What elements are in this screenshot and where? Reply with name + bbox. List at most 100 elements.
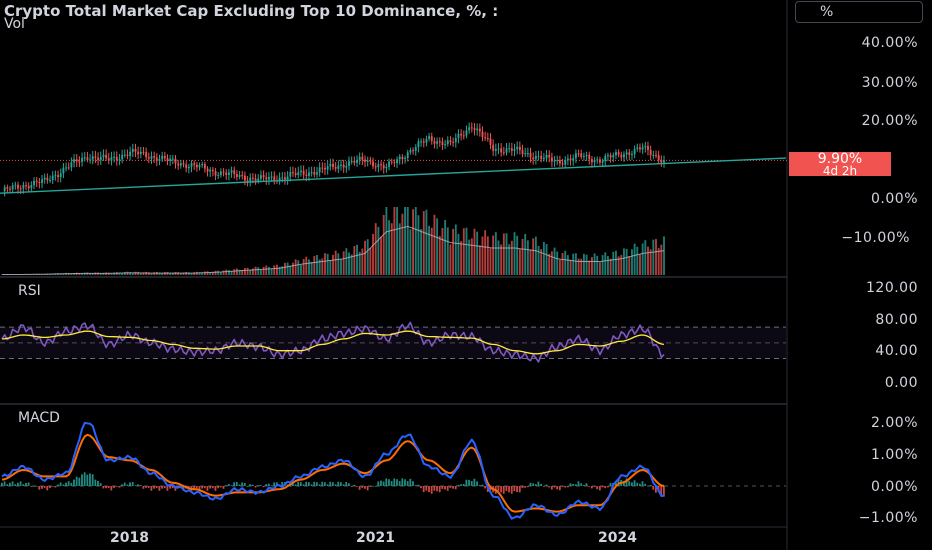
- volume-bar: [201, 272, 204, 275]
- volume-bar: [190, 273, 193, 275]
- candle: [78, 161, 81, 163]
- macd-histogram-bar: [230, 485, 233, 487]
- volume-bar: [294, 259, 297, 275]
- candle: [99, 157, 102, 160]
- macd-histogram-bar: [17, 482, 19, 486]
- candle: [14, 184, 17, 186]
- macd-histogram-bar: [214, 486, 217, 491]
- volume-bar: [356, 244, 358, 275]
- candle: [617, 152, 620, 155]
- volume-bar: [388, 220, 390, 275]
- candle: [249, 177, 252, 181]
- volume-bar: [644, 240, 647, 275]
- macd-histogram-bar: [580, 483, 583, 486]
- candle: [235, 174, 238, 177]
- volume-bar: [639, 254, 641, 275]
- volume-bar: [558, 259, 561, 275]
- macd-histogram-bar: [428, 486, 430, 493]
- trendline: [0, 157, 787, 194]
- volume-bar: [454, 224, 457, 275]
- rsi-pane-title: RSI: [18, 283, 41, 299]
- rsi-tick-label: 120.00: [866, 280, 918, 296]
- macd-histogram-bar: [422, 486, 425, 493]
- macd-histogram-bar: [70, 482, 73, 486]
- candle: [284, 177, 286, 180]
- y-tick-label: 0.00%: [871, 191, 918, 207]
- macd-histogram-bar: [163, 486, 166, 489]
- candle: [596, 159, 599, 161]
- macd-histogram-bar: [465, 479, 468, 486]
- volume-bar: [187, 272, 190, 275]
- volume-bar: [401, 213, 404, 275]
- candle: [267, 176, 270, 180]
- candle: [468, 127, 471, 131]
- volume-bar: [147, 272, 150, 275]
- candle: [374, 166, 377, 168]
- macd-histogram-bar: [414, 485, 417, 486]
- macd-histogram-bar: [201, 486, 204, 489]
- candle: [444, 144, 447, 146]
- candle: [169, 158, 172, 161]
- candle: [660, 160, 663, 163]
- candle: [230, 170, 233, 173]
- macd-histogram-bar: [393, 478, 396, 486]
- volume-bar: [409, 229, 412, 275]
- macd-histogram-bar: [521, 486, 524, 489]
- macd-histogram-bar: [281, 481, 284, 486]
- candle: [585, 154, 588, 157]
- volume-bar: [59, 273, 62, 275]
- macd-histogram-bar: [265, 484, 268, 486]
- candle: [558, 160, 561, 164]
- volume-bar: [334, 250, 337, 275]
- candle: [265, 177, 268, 180]
- candle: [566, 158, 569, 161]
- macd-histogram-bar: [246, 485, 249, 487]
- volume-bar: [233, 269, 236, 275]
- macd-histogram-bar: [590, 486, 593, 489]
- volume-bar: [89, 272, 92, 275]
- candle: [11, 185, 14, 190]
- macd-histogram-bar: [3, 481, 6, 486]
- candle: [150, 156, 153, 159]
- macd-histogram-bar: [588, 486, 591, 487]
- volume-bar: [636, 246, 639, 275]
- candle: [67, 167, 70, 169]
- volume-bar: [550, 251, 553, 275]
- macd-histogram-bar: [254, 486, 257, 488]
- candle: [446, 140, 449, 145]
- candle: [569, 158, 572, 161]
- candle: [470, 127, 473, 129]
- volume-ma-line: [2, 225, 665, 275]
- volume-bar: [441, 227, 444, 275]
- candle: [612, 155, 615, 158]
- volume-bar: [238, 269, 241, 275]
- candle: [297, 172, 300, 176]
- candle: [75, 159, 78, 162]
- y-tick-label: −10.00%: [841, 230, 910, 246]
- volume-bar: [158, 272, 161, 275]
- macd-histogram-bar: [129, 482, 131, 486]
- candle: [548, 154, 551, 158]
- volume-bar: [478, 245, 481, 275]
- volume-bar: [321, 258, 324, 275]
- candle: [588, 154, 591, 160]
- candle: [401, 156, 404, 159]
- candle: [198, 165, 201, 168]
- rsi-tick-label: 40.00: [875, 343, 918, 359]
- candle: [350, 161, 353, 163]
- candle: [123, 154, 126, 156]
- y-tick-label: 40.00%: [861, 35, 918, 51]
- candle: [302, 170, 305, 175]
- macd-histogram-bar: [139, 484, 142, 486]
- macd-histogram-bar: [97, 480, 99, 486]
- macd-histogram-bar: [332, 482, 334, 486]
- volume-bar: [574, 253, 577, 275]
- macd-histogram-bar: [622, 480, 625, 486]
- candle: [404, 157, 407, 159]
- macd-histogram-bar: [62, 484, 65, 486]
- volume-bar: [222, 270, 225, 275]
- macd-histogram-bar: [449, 486, 452, 488]
- macd-histogram-bar: [497, 486, 500, 492]
- unit-button[interactable]: %: [795, 1, 923, 23]
